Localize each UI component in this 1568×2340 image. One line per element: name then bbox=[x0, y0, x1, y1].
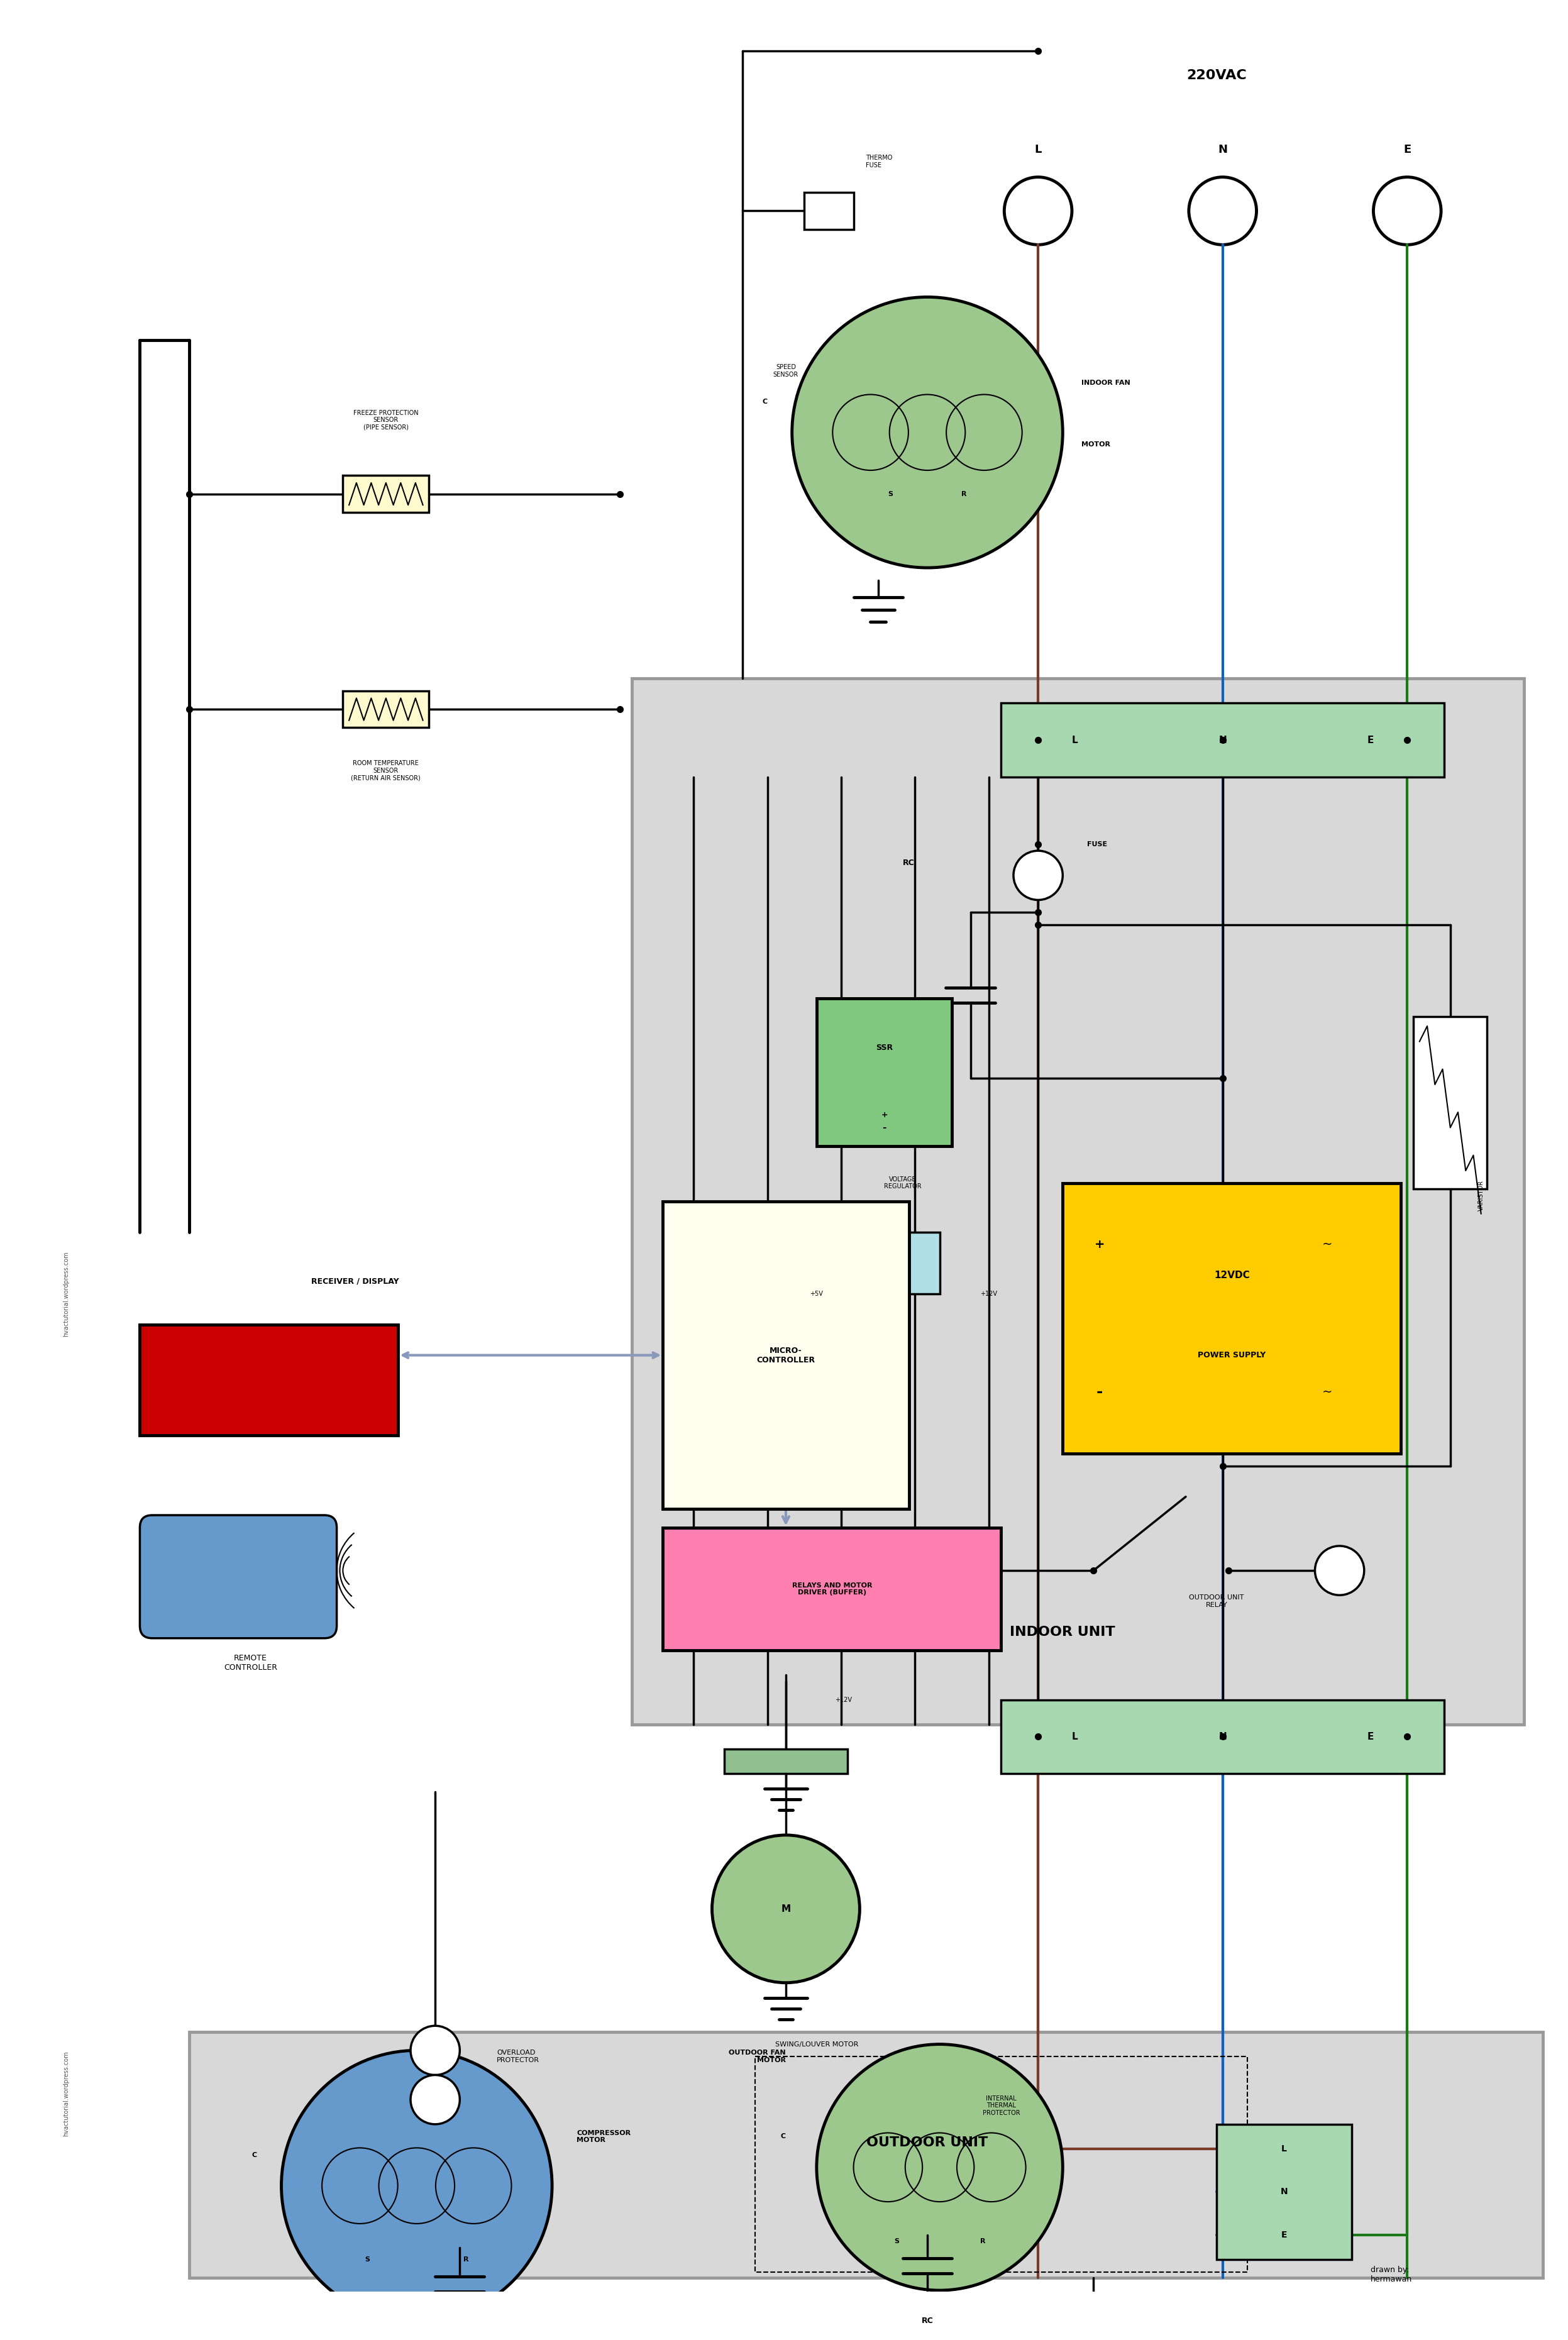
Bar bbox=[663, 1200, 909, 1509]
Text: OUTDOOR UNIT
RELAY: OUTDOOR UNIT RELAY bbox=[1189, 1594, 1243, 1608]
Circle shape bbox=[1189, 178, 1256, 246]
Circle shape bbox=[1013, 852, 1063, 901]
Circle shape bbox=[411, 2026, 459, 2076]
Text: drawn by:
hermawan: drawn by: hermawan bbox=[1370, 2265, 1411, 2284]
Text: R: R bbox=[980, 2237, 985, 2244]
Bar bbox=[1217, 2125, 1352, 2260]
Text: VARISTOR: VARISTOR bbox=[1479, 1179, 1485, 1210]
Bar bbox=[343, 690, 430, 728]
Text: C: C bbox=[762, 398, 767, 405]
Bar bbox=[663, 1528, 1002, 1650]
Text: S: S bbox=[894, 2237, 898, 2244]
Bar bbox=[140, 1324, 398, 1434]
Bar bbox=[866, 1233, 939, 1294]
Text: N: N bbox=[1218, 143, 1228, 154]
Text: E: E bbox=[1281, 2230, 1287, 2239]
Text: N: N bbox=[1218, 1732, 1226, 1741]
Text: hvactutorial.wordpress.com: hvactutorial.wordpress.com bbox=[63, 2050, 69, 2136]
Text: ROOM TEMPERATURE
SENSOR
(RETURN AIR SENSOR): ROOM TEMPERATURE SENSOR (RETURN AIR SENS… bbox=[351, 760, 420, 782]
Bar bbox=[817, 999, 952, 1147]
Bar bbox=[343, 475, 430, 512]
Circle shape bbox=[817, 2045, 1063, 2291]
Text: RC: RC bbox=[922, 2317, 933, 2326]
Text: M: M bbox=[781, 1905, 790, 1914]
Text: S: S bbox=[365, 2256, 370, 2263]
Text: N: N bbox=[1281, 2188, 1287, 2197]
Circle shape bbox=[411, 2076, 459, 2125]
Bar bbox=[190, 2031, 1543, 2279]
Text: POWER SUPPLY: POWER SUPPLY bbox=[1198, 1350, 1265, 1360]
Text: +12V: +12V bbox=[836, 1696, 851, 1704]
Text: ~: ~ bbox=[1322, 1238, 1333, 1250]
Circle shape bbox=[1004, 178, 1073, 246]
Text: E: E bbox=[1403, 143, 1411, 154]
Text: -: - bbox=[883, 1123, 886, 1133]
Text: +5V: +5V bbox=[811, 1292, 823, 1296]
Text: VOLTAGE
REGULATOR: VOLTAGE REGULATOR bbox=[884, 1177, 922, 1189]
Text: S: S bbox=[887, 491, 892, 496]
Text: N: N bbox=[1218, 735, 1226, 744]
Text: MOTOR: MOTOR bbox=[1082, 442, 1110, 447]
Text: R: R bbox=[961, 491, 967, 496]
Circle shape bbox=[281, 2050, 552, 2321]
Text: hvactutorial.wordpress.com: hvactutorial.wordpress.com bbox=[63, 1252, 69, 1336]
Circle shape bbox=[1374, 178, 1441, 246]
Text: SSR: SSR bbox=[877, 1044, 892, 1051]
Text: OVERLOAD
PROTECTOR: OVERLOAD PROTECTOR bbox=[497, 2050, 539, 2064]
Text: RECEIVER / DISPLAY: RECEIVER / DISPLAY bbox=[312, 1278, 400, 1285]
FancyBboxPatch shape bbox=[140, 1516, 337, 1638]
Text: RC: RC bbox=[903, 859, 914, 868]
Text: COMPRESSOR
MOTOR: COMPRESSOR MOTOR bbox=[577, 2129, 630, 2143]
Text: E: E bbox=[1367, 735, 1374, 744]
Text: +12V: +12V bbox=[980, 1292, 997, 1296]
Text: +: + bbox=[1094, 1238, 1105, 1250]
Text: 12VDC: 12VDC bbox=[1214, 1271, 1250, 1280]
Text: L: L bbox=[1035, 143, 1041, 154]
Text: R: R bbox=[463, 2256, 469, 2263]
Text: INDOOR UNIT: INDOOR UNIT bbox=[1010, 1626, 1115, 1638]
Text: L: L bbox=[1073, 1732, 1079, 1741]
Text: L: L bbox=[1281, 2143, 1287, 2153]
Bar bbox=[756, 2057, 1247, 2272]
Text: SWING/LOUVER MOTOR: SWING/LOUVER MOTOR bbox=[775, 2040, 858, 2047]
Text: INTERNAL
THERMAL
PROTECTOR: INTERNAL THERMAL PROTECTOR bbox=[983, 2094, 1019, 2115]
Text: +: + bbox=[881, 1111, 887, 1119]
Bar bbox=[1063, 1184, 1402, 1453]
Bar bbox=[724, 1748, 847, 1774]
Text: FREEZE PROTECTION
SENSOR
(PIPE SENSOR): FREEZE PROTECTION SENSOR (PIPE SENSOR) bbox=[353, 409, 419, 431]
Bar bbox=[1002, 702, 1444, 777]
Circle shape bbox=[1316, 1547, 1364, 1596]
Bar bbox=[632, 679, 1524, 1725]
Bar bbox=[804, 192, 853, 229]
Bar bbox=[1413, 1018, 1486, 1189]
Text: THERMO
FUSE: THERMO FUSE bbox=[866, 154, 892, 168]
Text: C: C bbox=[251, 2153, 257, 2157]
Text: 220VAC: 220VAC bbox=[1187, 70, 1247, 82]
Text: OUTDOOR FAN
MOTOR: OUTDOOR FAN MOTOR bbox=[729, 2050, 786, 2064]
Text: MICRO-
CONTROLLER: MICRO- CONTROLLER bbox=[757, 1345, 815, 1364]
Text: SPEED
SENSOR: SPEED SENSOR bbox=[773, 365, 798, 377]
Text: -: - bbox=[1096, 1385, 1102, 1399]
Text: OUTDOOR UNIT: OUTDOOR UNIT bbox=[867, 2136, 988, 2148]
Text: REMOTE
CONTROLLER: REMOTE CONTROLLER bbox=[224, 1654, 278, 1671]
Bar bbox=[1002, 1699, 1444, 1774]
Circle shape bbox=[712, 1835, 859, 1982]
Text: E: E bbox=[1367, 1732, 1374, 1741]
Text: INDOOR FAN: INDOOR FAN bbox=[1082, 379, 1131, 386]
Text: L: L bbox=[1073, 735, 1079, 744]
Text: FUSE: FUSE bbox=[1087, 842, 1107, 847]
Text: C: C bbox=[781, 2134, 786, 2139]
Text: ~: ~ bbox=[1322, 1385, 1333, 1397]
Text: RELAYS AND MOTOR
DRIVER (BUFFER): RELAYS AND MOTOR DRIVER (BUFFER) bbox=[792, 1582, 872, 1596]
Circle shape bbox=[792, 297, 1063, 569]
